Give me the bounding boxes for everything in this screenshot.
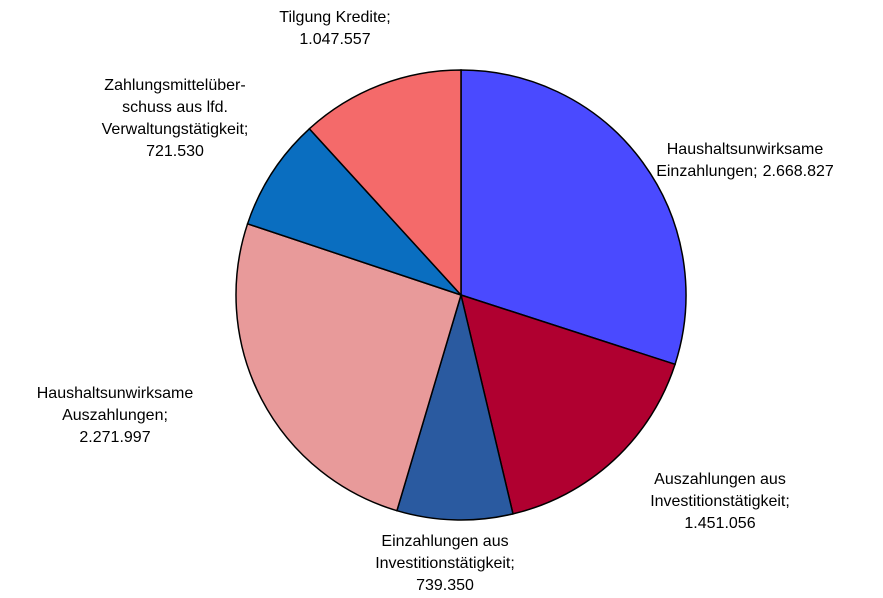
category-label: Einzahlungen aus Investitionstätigkeit;: [375, 533, 515, 572]
category-line: Einzahlungen aus: [381, 533, 508, 550]
category-label: Zahlungsmittelüber-schuss aus lfd. Verwal…: [102, 77, 249, 138]
category-line: Tilgung Kredite;: [279, 9, 390, 26]
slice-label: Einzahlungen aus Investitionstätigkeit; 73…: [375, 533, 515, 594]
category-label: Haushaltsunwirksame Auszahlungen;: [37, 385, 194, 424]
value-label: 721.530: [146, 143, 204, 160]
pie-slice: [235, 222, 462, 512]
value-label: 1.451.056: [684, 515, 755, 532]
value-label: 739.350: [416, 577, 474, 594]
category-line: Auszahlungen aus: [654, 471, 786, 488]
pie-slice: [459, 293, 676, 515]
category-line: Einzahlungen;: [656, 163, 757, 180]
category-line: Investitionstätigkeit;: [650, 493, 790, 510]
slice-label: Zahlungsmittelüber-schuss aus lfd. Verwal…: [102, 77, 249, 160]
category-line: Auszahlungen;: [62, 407, 168, 424]
category-label: Haushaltsunwirksame Einzahlungen;: [656, 141, 823, 180]
pie-slice: [395, 292, 514, 521]
slice-label: Haushaltsunwirksame Auszahlungen; 2.271.99…: [37, 385, 194, 446]
category-line: Haushaltsunwirksame: [37, 385, 194, 402]
value-label: 2.668.827: [763, 163, 834, 180]
category-line: Investitionstätigkeit;: [375, 555, 515, 572]
category-line: schuss aus lfd.: [122, 99, 228, 116]
slice-label: Auszahlungen aus Investitionstätigkeit; 1.…: [650, 471, 790, 532]
category-line: Haushaltsunwirksame: [667, 141, 824, 158]
pie-slice: [308, 69, 462, 297]
value-label: 2.271.997: [79, 429, 150, 446]
category-line: Verwaltungstätigkeit;: [102, 121, 249, 138]
slice-label: Tilgung Kredite; 1.047.557: [279, 9, 390, 48]
slice-label: Haushaltsunwirksame Einzahlungen; 2.668.82…: [656, 141, 834, 180]
category-label: Auszahlungen aus Investitionstätigkeit;: [650, 471, 790, 510]
pie-slice: [246, 127, 464, 297]
value-label: 1.047.557: [299, 31, 370, 48]
category-label: Tilgung Kredite;: [279, 9, 390, 26]
category-line: Zahlungsmittelüber-: [104, 77, 245, 94]
pie-slice: [460, 69, 687, 366]
